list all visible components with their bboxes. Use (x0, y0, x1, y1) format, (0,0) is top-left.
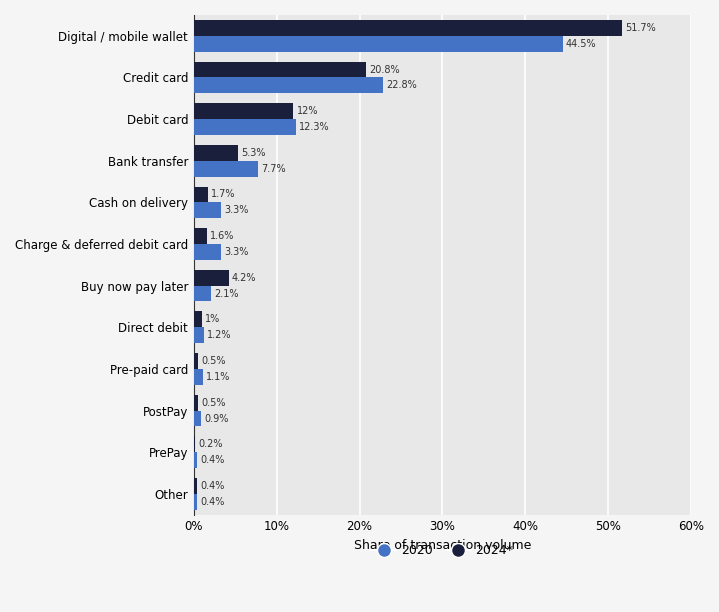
Bar (194, 395, 198, 411)
Text: 12%: 12% (296, 106, 318, 116)
Bar (194, 62, 366, 78)
Text: 0.4%: 0.4% (201, 497, 225, 507)
Text: 1.6%: 1.6% (211, 231, 235, 241)
Text: 12.3%: 12.3% (299, 122, 330, 132)
Text: 1%: 1% (206, 315, 221, 324)
Text: 2.1%: 2.1% (214, 289, 239, 299)
Bar (194, 411, 201, 427)
Bar (194, 203, 221, 218)
Text: 0.4%: 0.4% (201, 481, 225, 491)
Bar (194, 187, 208, 203)
Text: 0.5%: 0.5% (201, 356, 226, 366)
Text: 3.3%: 3.3% (224, 247, 249, 257)
Text: 3.3%: 3.3% (224, 205, 249, 215)
Bar (194, 244, 221, 260)
Text: 4.2%: 4.2% (232, 273, 257, 283)
Bar (194, 119, 296, 135)
Legend: 2020, 2024*: 2020, 2024* (365, 538, 520, 564)
Bar (194, 228, 207, 244)
Bar (194, 161, 257, 177)
Bar (194, 494, 197, 510)
Text: 0.2%: 0.2% (198, 439, 224, 449)
X-axis label: Share of transaction volume: Share of transaction volume (354, 540, 531, 553)
Bar (194, 145, 238, 161)
Text: 0.5%: 0.5% (201, 398, 226, 408)
Text: 0.9%: 0.9% (205, 414, 229, 424)
Bar (194, 369, 203, 385)
Bar (194, 327, 203, 343)
Bar (194, 452, 197, 468)
Text: 1.1%: 1.1% (206, 372, 231, 382)
Bar (194, 20, 622, 36)
Text: 51.7%: 51.7% (626, 23, 656, 33)
Bar (194, 78, 383, 93)
Bar (194, 286, 211, 302)
Text: 5.3%: 5.3% (241, 148, 265, 158)
Text: 1.2%: 1.2% (207, 330, 232, 340)
Bar (194, 312, 202, 327)
Text: 0.4%: 0.4% (201, 455, 225, 465)
Bar (194, 270, 229, 286)
Text: 7.7%: 7.7% (261, 163, 285, 174)
Bar (194, 478, 197, 494)
Bar (194, 353, 198, 369)
Bar (194, 103, 293, 119)
Text: 20.8%: 20.8% (370, 64, 400, 75)
Text: 1.7%: 1.7% (211, 190, 236, 200)
Bar (194, 36, 562, 51)
Bar (194, 436, 196, 452)
Text: 22.8%: 22.8% (386, 80, 417, 91)
Text: 44.5%: 44.5% (566, 39, 597, 49)
